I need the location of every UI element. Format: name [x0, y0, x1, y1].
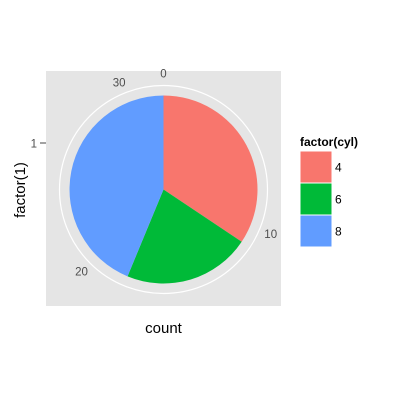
count-tick-label-0: 0 — [160, 69, 166, 81]
legend-label-8: 8 — [335, 225, 342, 239]
count-tick-label-10: 10 — [264, 229, 277, 241]
count-tick-labels: 0 10 20 30 — [75, 69, 277, 279]
pie-slice-8 — [69, 95, 164, 277]
x-axis-title: count — [145, 320, 183, 337]
legend-entries: 4 6 8 — [299, 150, 342, 248]
legend-label-4: 4 — [335, 161, 342, 175]
legend-swatch-4 — [300, 151, 332, 183]
pie-slice-4 — [163, 95, 258, 242]
slices-group — [69, 95, 258, 284]
count-tick-label-20: 20 — [75, 267, 88, 279]
count-tick-label-30: 30 — [113, 77, 126, 89]
legend-label-6: 6 — [335, 193, 342, 207]
legend: factor(cyl) 4 6 8 — [299, 135, 358, 248]
legend-swatch-6 — [300, 183, 332, 215]
legend-swatch-8 — [300, 215, 332, 247]
outer-grid-circle — [58, 84, 269, 295]
legend-title: factor(cyl) — [300, 135, 358, 149]
y-axis-title: factor(1) — [12, 162, 29, 218]
y-tick-label: 1 — [31, 139, 37, 151]
pie-slice-6 — [127, 189, 242, 284]
